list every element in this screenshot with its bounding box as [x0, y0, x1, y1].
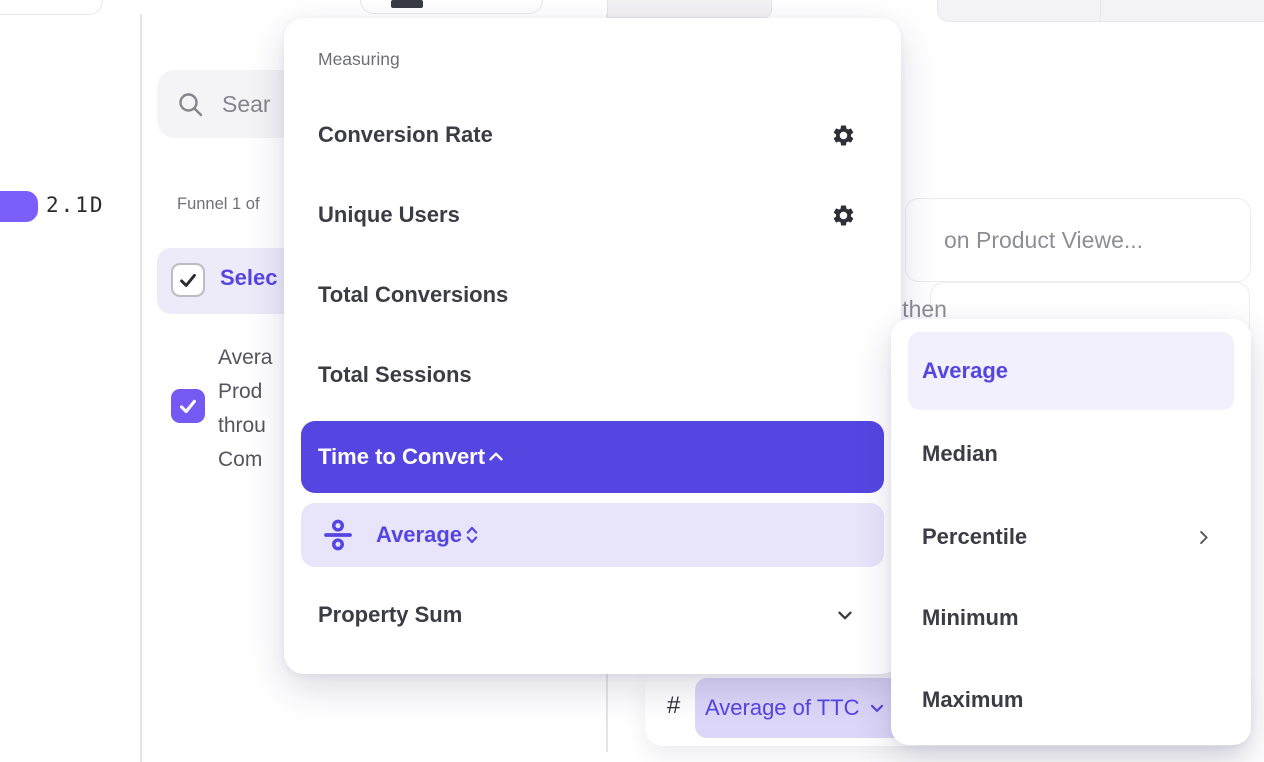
step-badge-label: 2.1D [46, 193, 105, 217]
submenu-item-average-selected[interactable]: Average [908, 332, 1234, 410]
menu-item-label: Unique Users [318, 202, 460, 227]
submenu-item-label: Minimum [922, 605, 1019, 630]
step-badge [0, 191, 38, 222]
metric-description-line: Avera [218, 346, 273, 369]
menu-item-label: Total Sessions [318, 362, 472, 387]
background-tab-fragment [937, 0, 1102, 22]
check-icon [180, 273, 196, 287]
menu-item-label: Property Sum [318, 602, 463, 627]
aggregation-submenu: Average Median Percentile Minimum Maximu… [891, 319, 1251, 745]
background-card-fragment [0, 0, 103, 15]
average-of-ttc-chip[interactable]: Average of TTC [695, 678, 910, 738]
metric-checkbox[interactable] [171, 389, 205, 423]
submenu-item-label: Percentile [922, 524, 1028, 549]
submenu-item-label: Average [922, 358, 1009, 383]
select-checkbox[interactable] [171, 263, 205, 297]
average-of-ttc-chip-label: Average of TTC [705, 695, 860, 720]
select-row-label: Selec [220, 265, 278, 290]
submenu-item-label: Maximum [922, 687, 1024, 712]
measuring-dropdown-menu: Measuring Conversion Rate Unique Users T… [284, 18, 901, 674]
sort-chevrons-icon [466, 526, 478, 544]
menu-item-unique-users[interactable]: Unique Users [284, 186, 901, 244]
menu-item-label: Total Conversions [318, 282, 509, 307]
submenu-item-percentile[interactable]: Percentile [891, 505, 1251, 569]
gear-icon[interactable] [831, 203, 856, 228]
submenu-item-minimum[interactable]: Minimum [891, 586, 1251, 650]
background-tab-fragment [1100, 0, 1264, 22]
funnel-count-label: Funnel 1 of [177, 195, 260, 213]
number-type-symbol: # [667, 692, 681, 719]
submenu-item-maximum[interactable]: Maximum [891, 668, 1251, 732]
metric-description: Avera Prod throu Com [218, 341, 272, 477]
average-icon [324, 519, 352, 551]
search-icon [179, 92, 203, 116]
menu-section-label: Measuring [318, 49, 400, 69]
menu-item-time-to-convert-selected[interactable]: Time to Convert [301, 421, 884, 493]
menu-item-label: Time to Convert [318, 444, 486, 469]
chevron-right-icon [1200, 530, 1208, 544]
panel-divider [140, 14, 142, 762]
menu-item-total-conversions[interactable]: Total Conversions [284, 266, 901, 324]
menu-item-total-sessions[interactable]: Total Sessions [284, 346, 901, 404]
chevron-up-icon [489, 452, 503, 461]
menu-item-label: Conversion Rate [318, 122, 493, 147]
chevron-down-icon [838, 611, 852, 620]
background-tab-fragment [607, 0, 772, 18]
check-icon [180, 399, 196, 414]
event-step-label: on Product Viewe... [944, 227, 1144, 253]
background-card-fragment [360, 0, 543, 14]
search-input-text: Sear [222, 90, 271, 117]
menu-item-property-sum[interactable]: Property Sum [284, 586, 901, 644]
metric-description-line: Com [218, 448, 263, 471]
chevron-down-icon [871, 704, 884, 712]
submenu-item-label: Median [922, 441, 998, 466]
background-dark-fragment [391, 0, 423, 8]
metric-description-line: Prod [218, 380, 263, 403]
submenu-item-median[interactable]: Median [891, 422, 1251, 486]
gear-icon[interactable] [831, 123, 856, 148]
menu-item-conversion-rate[interactable]: Conversion Rate [284, 106, 901, 164]
menu-subitem-average[interactable]: Average [301, 503, 884, 567]
menu-subitem-label: Average [376, 522, 463, 547]
metric-description-line: throu [218, 414, 266, 437]
event-step-card: on Product Viewe... [905, 198, 1251, 282]
